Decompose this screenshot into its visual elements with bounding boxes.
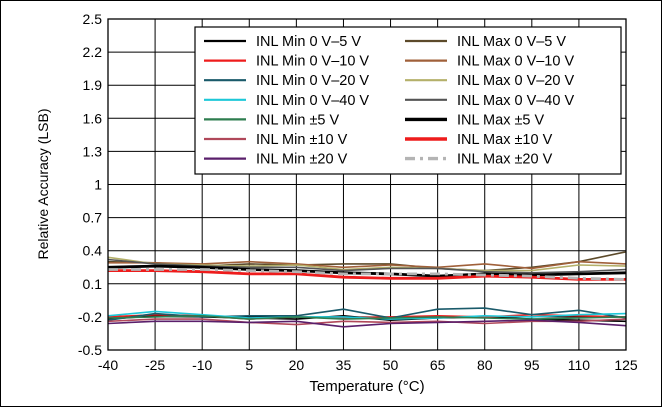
- y-tick-label: 1.9: [83, 77, 103, 93]
- x-tick-label: 20: [289, 357, 305, 373]
- legend-label-10: INL Max 0 V–40 V: [457, 93, 574, 109]
- legend-label-9: INL Max 0 V–20 V: [457, 73, 574, 89]
- x-axis-label: Temperature (°C): [309, 378, 424, 395]
- legend-label-4: INL Min ±5 V: [256, 112, 339, 128]
- x-axis-ticks: -40 -25 -10 5 20 35 50 65 80 95 110 125: [98, 357, 638, 373]
- x-tick-label: -40: [98, 357, 118, 373]
- y-tick-label: -0.2: [78, 309, 102, 325]
- x-tick-label: 95: [524, 357, 540, 373]
- x-tick-label: 80: [477, 357, 493, 373]
- y-tick-label: 2.5: [83, 11, 103, 27]
- x-tick-label: -10: [192, 357, 212, 373]
- legend-label-8: INL Max 0 V–10 V: [457, 54, 574, 70]
- legend-label-0: INL Min 0 V–5 V: [256, 34, 361, 50]
- series-line-13: [108, 268, 627, 281]
- x-tick-label: 65: [430, 357, 446, 373]
- x-tick-label: 110: [568, 357, 591, 373]
- y-tick-label: 0.1: [83, 276, 103, 292]
- y-axis-label: Relative Accuracy (LSB): [35, 109, 51, 260]
- legend-label-5: INL Min ±10 V: [256, 132, 348, 148]
- series-line-9: [107, 256, 627, 272]
- x-tick-label: 35: [336, 357, 352, 373]
- legend: INL Min 0 V–5 V INL Min 0 V–10 V INL Min 0…: [194, 26, 622, 175]
- legend-label-12: INL Max ±10 V: [457, 132, 553, 148]
- legend-label-1: INL Min 0 V–10 V: [256, 54, 369, 70]
- series-line-6: [107, 319, 627, 328]
- series-line-8: [108, 260, 627, 270]
- y-tick-label: 1: [94, 177, 102, 193]
- legend-label-3: INL Min 0 V–40 V: [256, 93, 369, 109]
- x-tick-label: 125: [614, 357, 638, 373]
- legend-label-2: INL Min 0 V–20 V: [256, 73, 369, 89]
- legend-label-11: INL Max ±5 V: [457, 112, 545, 128]
- y-tick-label: -0.5: [78, 342, 102, 358]
- y-tick-label: 2.2: [83, 44, 103, 60]
- y-tick-label: 1.6: [83, 110, 103, 126]
- x-tick-label: 50: [383, 357, 399, 373]
- legend-label-6: INL Min ±20 V: [256, 152, 348, 168]
- y-axis-ticks: -0.5 -0.2 0.1 0.4 0.7 1 1.3 1.6 1.9 2.2 2.5: [78, 11, 102, 358]
- series-line-4: [107, 314, 627, 320]
- legend-label-13: INL Max ±20 V: [457, 152, 553, 168]
- y-tick-label: 0.7: [83, 210, 103, 226]
- x-tick-label: 5: [245, 357, 253, 373]
- x-tick-label: -25: [145, 357, 165, 373]
- plot-frame: [107, 18, 627, 351]
- y-tick-label: 0.4: [83, 243, 103, 259]
- series-lines: [107, 251, 627, 328]
- legend-label-7: INL Max 0 V–5 V: [457, 34, 566, 50]
- y-tick-label: 1.3: [83, 143, 103, 159]
